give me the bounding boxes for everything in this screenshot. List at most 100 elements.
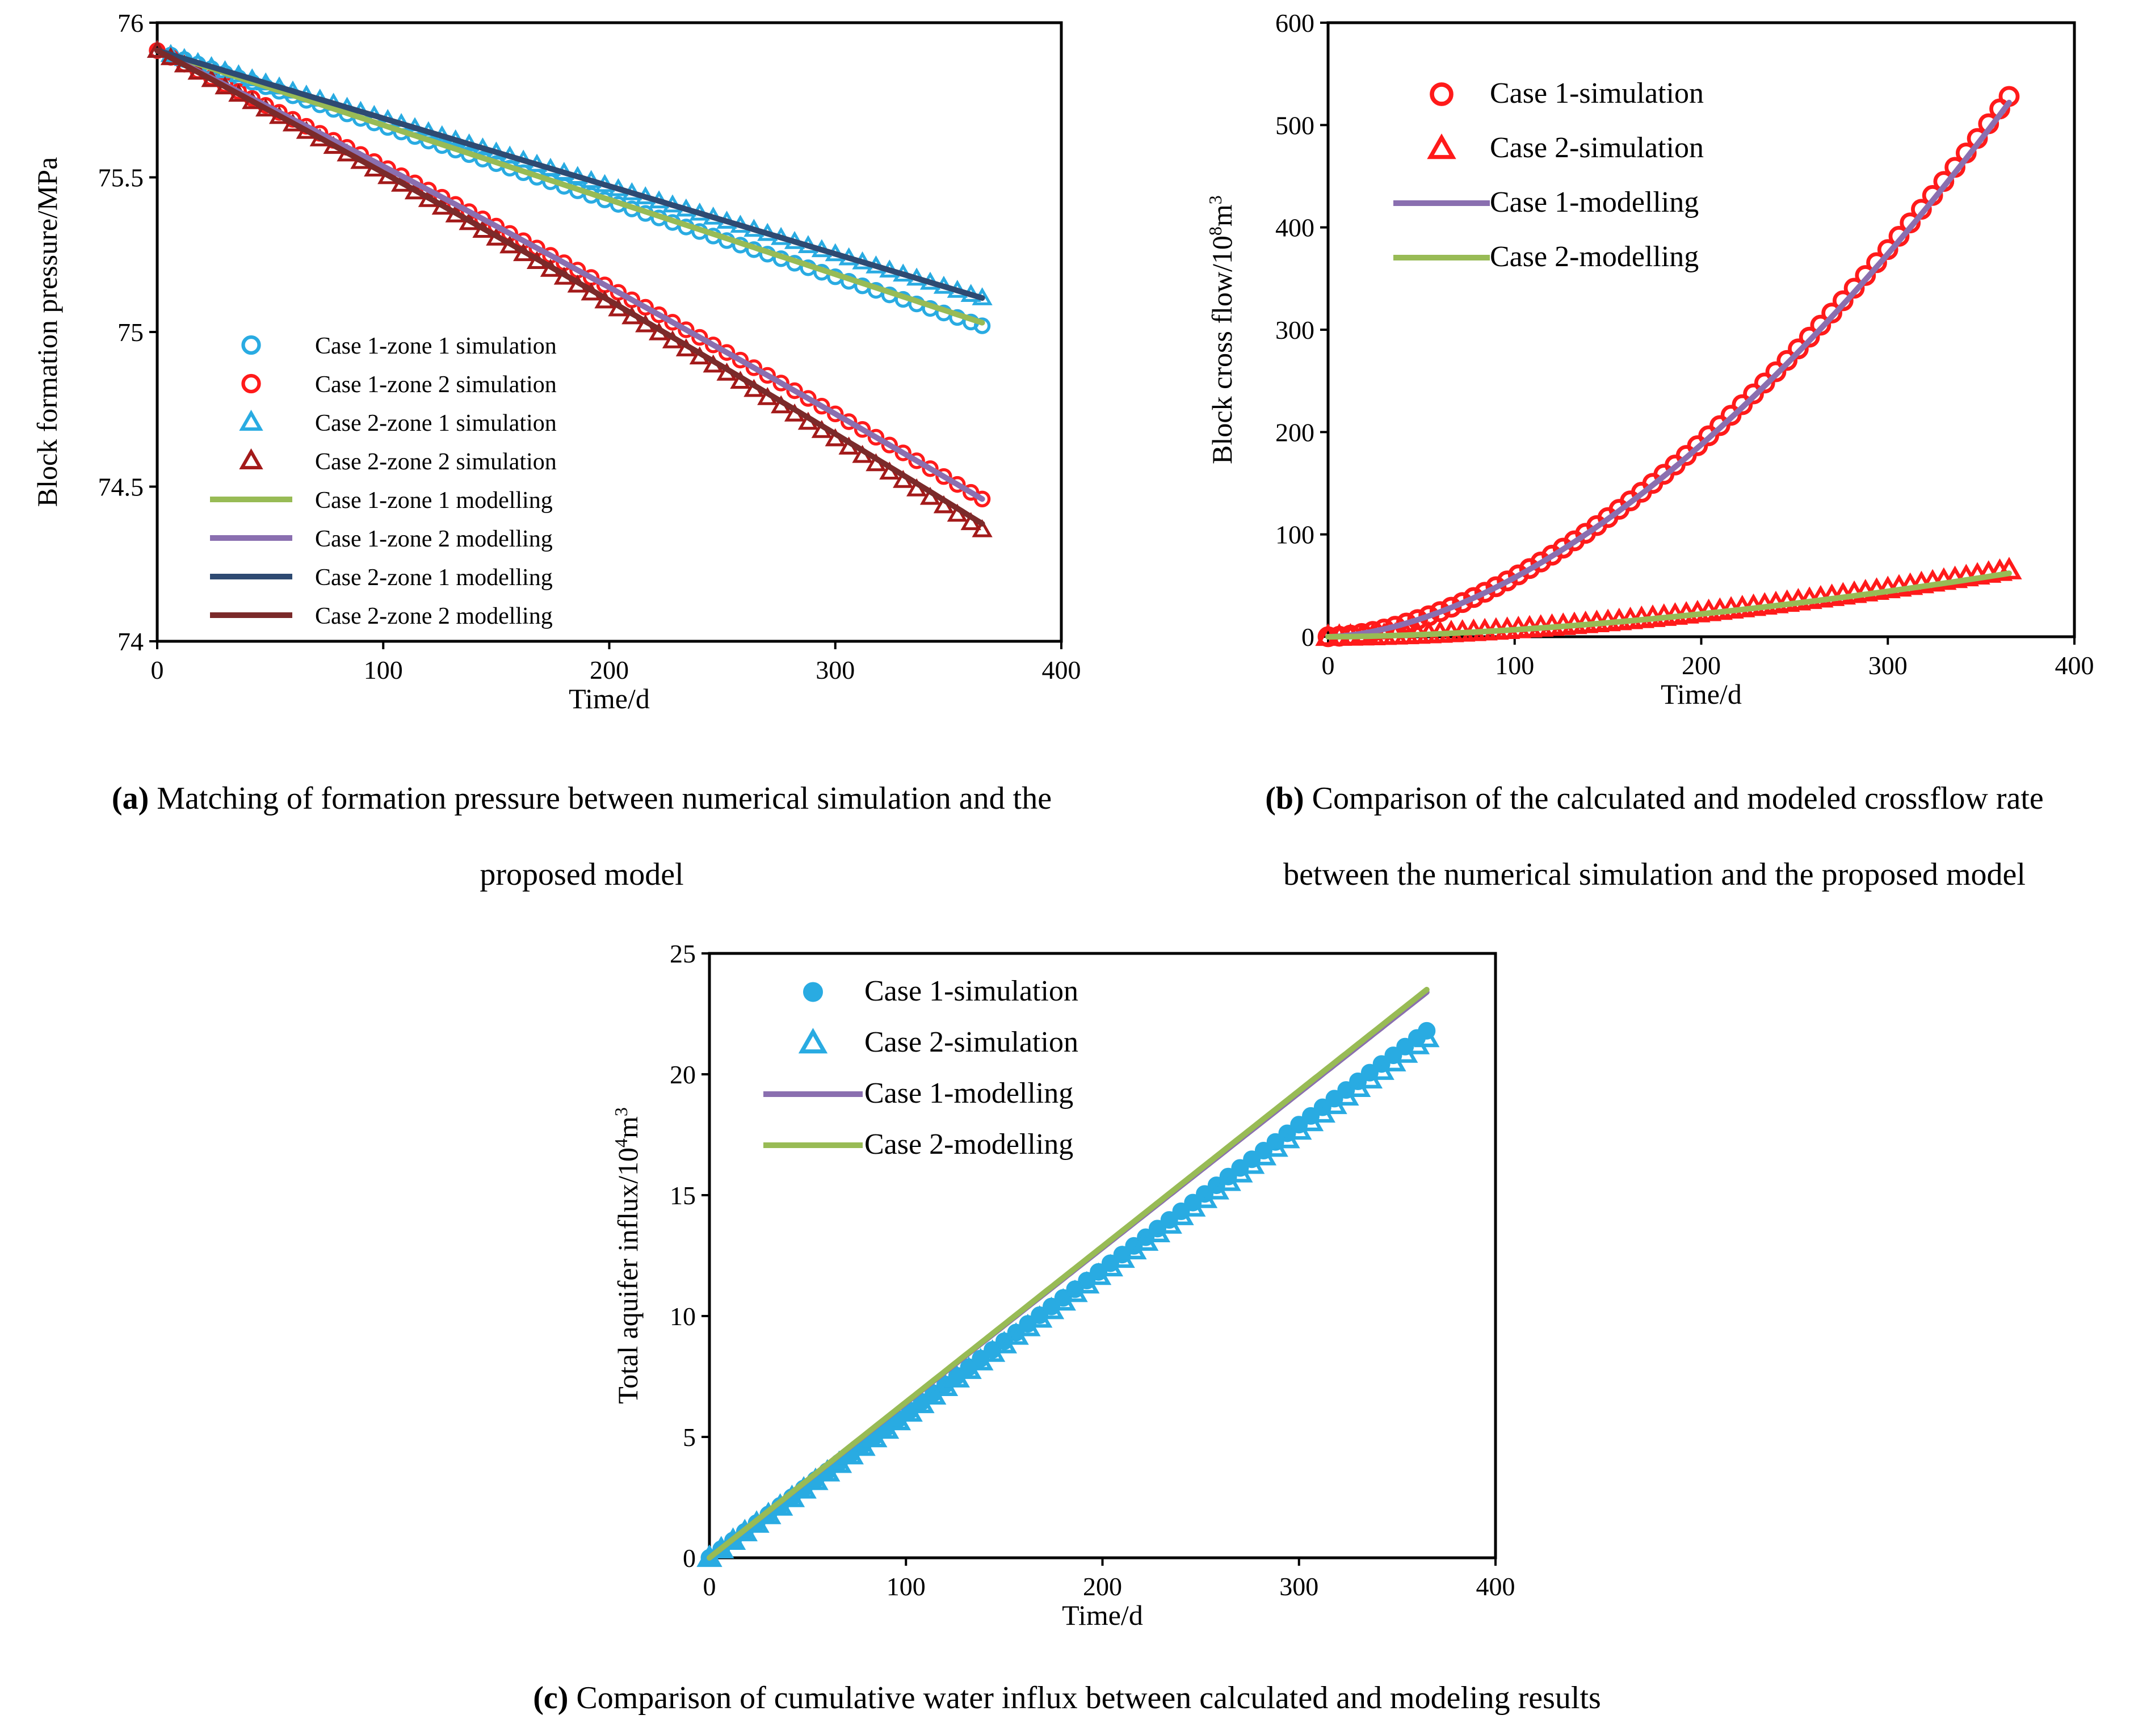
legend-swatch <box>239 448 263 470</box>
data-point <box>827 405 844 423</box>
y-axis-title-text: Block formation pressure/MPa <box>31 157 63 507</box>
x-tick-label: 100 <box>887 1572 926 1601</box>
legend-swatch <box>239 409 263 431</box>
series-line-case-1-modelling <box>1325 99 2012 640</box>
data-point <box>935 468 952 485</box>
x-axis-title: Time/d <box>1062 1599 1143 1631</box>
data-point <box>1821 302 1842 324</box>
y-tick-label: 0 <box>683 1544 696 1573</box>
x-axis-title: Time/d <box>1661 678 1742 710</box>
series-group <box>1315 86 2022 648</box>
y-axis-title: Total aquifer influx/104m3 <box>611 1107 644 1404</box>
y-tick-label: 74.5 <box>98 473 144 502</box>
caption-b-tag: (b) <box>1265 781 1304 816</box>
legend-label: Case 1-simulation <box>864 975 1078 1007</box>
data-point <box>678 321 695 338</box>
legend-label: Case 1-zone 2 simulation <box>315 372 557 398</box>
data-point <box>908 452 925 469</box>
x-tick-label: 200 <box>590 655 629 684</box>
y-axis-title-text: Total aquifer influx/10 <box>612 1147 644 1404</box>
x-tick-label: 300 <box>816 655 855 684</box>
series-case-1-simulation <box>1317 86 2020 648</box>
caption-a: (a) Matching of formation pressure betwe… <box>11 760 1152 913</box>
caption-c-line1: Comparison of cumulative water influx be… <box>568 1680 1601 1716</box>
caption-a-line1: Matching of formation pressure between n… <box>149 781 1052 816</box>
data-point <box>1855 265 1876 286</box>
legend-label: Case 2-simulation <box>864 1026 1078 1058</box>
x-tick-label: 400 <box>1476 1572 1515 1601</box>
y-axis-title: Block cross flow/108m3 <box>1205 195 1238 464</box>
legend-swatch <box>1430 82 1454 106</box>
data-point <box>664 314 681 331</box>
legend-label: Case 1-simulation <box>1490 77 1704 110</box>
legend-swatch <box>803 982 823 1002</box>
legend-swatch <box>1427 133 1456 159</box>
data-point <box>922 460 939 477</box>
legend-label: Case 2-modelling <box>1490 241 1699 273</box>
data-point <box>1788 338 1809 360</box>
y-axis-title-unit-sup: 3 <box>1205 195 1225 204</box>
data-point <box>894 444 911 461</box>
series-group <box>696 986 1440 1567</box>
caption-b-line2: between the numerical simulation and the… <box>1283 857 2026 892</box>
x-tick-label: 300 <box>1279 1572 1318 1601</box>
data-point <box>718 344 736 361</box>
legend-label: Case 2-modelling <box>864 1128 1073 1161</box>
caption-a-tag: (a) <box>111 781 149 816</box>
y-tick-label: 200 <box>1275 418 1314 447</box>
data-point <box>1765 361 1787 382</box>
y-tick-label: 300 <box>1275 316 1314 344</box>
y-tick-label: 76 <box>117 9 144 37</box>
data-point <box>1485 576 1507 598</box>
legend-label: Case 1-zone 1 simulation <box>315 333 557 359</box>
data-point <box>1474 582 1496 603</box>
caption-b-line1: Comparison of the calculated and modeled… <box>1304 781 2044 816</box>
chart-a: 0 100 200 300 400 74 74.5 75 75.5 76 Time/d Block f… <box>31 9 1081 714</box>
legend: Case 1-simulation Case 2-simulation Case 1… <box>1393 77 1704 273</box>
series-line-case-2-modelling <box>707 986 1430 1561</box>
legend-label: Case 2-simulation <box>1490 132 1704 164</box>
y-axis-title-unit-sup: 3 <box>611 1107 631 1116</box>
series-line-case-2-zone-2-modelling <box>154 48 985 527</box>
y-tick-label: 0 <box>1301 623 1314 651</box>
data-point <box>1720 405 1742 426</box>
data-point <box>732 351 749 369</box>
data-point <box>1709 415 1730 436</box>
x-tick-label: 300 <box>1868 651 1908 680</box>
legend-label: Case 2-zone 2 modelling <box>315 603 553 629</box>
data-point <box>1743 383 1764 405</box>
data-point <box>972 519 993 537</box>
data-point <box>1996 557 2022 579</box>
y-axis-title-unit: m <box>1206 204 1238 226</box>
x-tick-label: 0 <box>703 1572 716 1601</box>
data-point <box>786 382 803 400</box>
data-point <box>1463 587 1484 608</box>
data-point <box>1732 394 1753 415</box>
data-point <box>840 413 858 430</box>
series-line-case-2-modelling <box>1325 570 2012 640</box>
y-tick-label: 75.5 <box>98 163 144 192</box>
y-tick-label: 15 <box>670 1181 696 1210</box>
legend: Case 1-zone 1 simulation Case 1-zone 2 si… <box>210 333 557 629</box>
y-tick-label: 5 <box>683 1423 696 1452</box>
data-point <box>637 299 654 316</box>
data-point <box>1754 372 1775 394</box>
y-tick-label: 74 <box>117 627 144 656</box>
x-tick-label: 200 <box>1682 651 1721 680</box>
y-tick-label: 400 <box>1275 213 1314 242</box>
plot-frame <box>1326 21 2076 638</box>
y-axis-title: Block formation pressure/MPa <box>31 157 63 507</box>
data-point <box>881 436 898 453</box>
data-point <box>854 421 871 438</box>
legend-swatch <box>798 1028 828 1054</box>
chart-c: 0 100 200 300 400 0 5 10 15 20 25 Time/d Total aquif… <box>611 939 1515 1631</box>
legend-label: Case 1-modelling <box>1490 186 1699 218</box>
y-tick-label: 500 <box>1275 111 1314 140</box>
data-point <box>973 490 991 507</box>
caption-c-tag: (c) <box>533 1680 569 1716</box>
x-axis-title: Time/d <box>569 683 650 714</box>
data-point <box>1832 290 1854 312</box>
y-tick-label: 10 <box>670 1302 696 1331</box>
legend-label: Case 1-zone 2 modelling <box>315 526 553 552</box>
